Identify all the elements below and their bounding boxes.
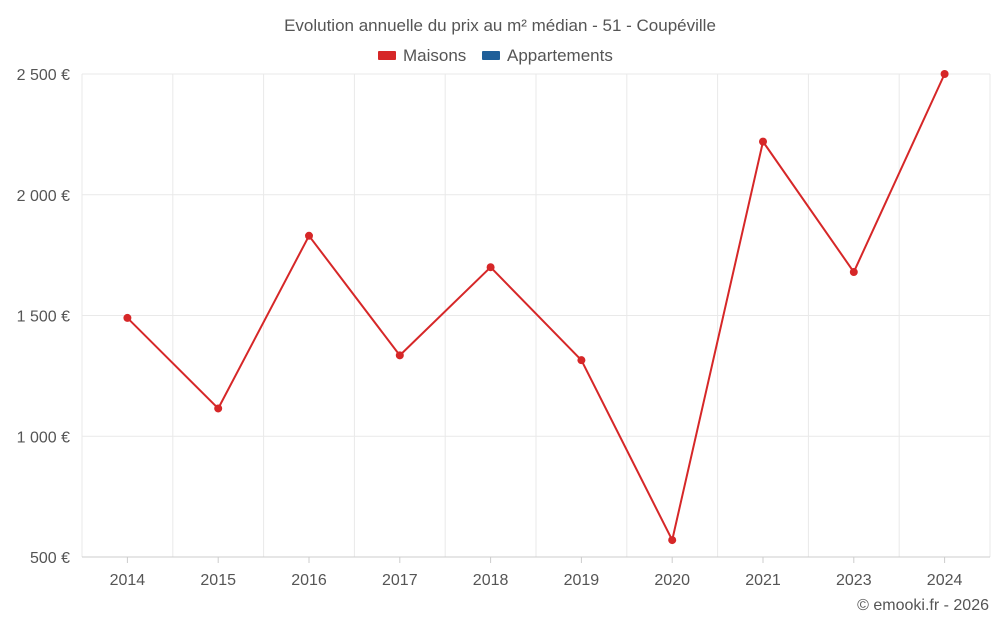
legend-item-appartements[interactable]: Appartements: [482, 46, 613, 65]
legend-label-maisons: Maisons: [403, 46, 466, 65]
data-point[interactable]: [214, 404, 223, 413]
y-tick-label: 500 €: [30, 550, 70, 567]
y-axis-labels: 500 € 1 000 € 1 500 € 2 000 € 2 500 €: [17, 67, 70, 567]
y-tick-label: 1 000 €: [17, 429, 70, 446]
legend-item-maisons[interactable]: Maisons: [378, 46, 466, 65]
x-tick-label: 2020: [654, 572, 690, 589]
x-tick-label: 2021: [745, 572, 781, 589]
chart-title: Evolution annuelle du prix au m² médian …: [284, 16, 716, 35]
x-axis-labels: 2014 2015 2016 2017 2018 2019 2020 2021 2023 2024: [110, 557, 963, 589]
legend-swatch-appartements: [482, 51, 500, 60]
data-point[interactable]: [668, 536, 677, 545]
data-point[interactable]: [940, 70, 949, 78]
x-tick-label: 2024: [927, 572, 963, 589]
data-point[interactable]: [123, 313, 132, 322]
y-tick-label: 2 500 €: [17, 67, 70, 84]
legend-swatch-maisons: [378, 51, 396, 60]
x-gridlines: [81, 74, 991, 557]
x-tick-label: 2017: [382, 572, 418, 589]
data-point[interactable]: [395, 351, 404, 360]
x-tick-label: 2016: [291, 572, 327, 589]
x-tick-label: 2023: [836, 572, 872, 589]
legend[interactable]: Maisons Appartements: [378, 46, 613, 65]
data-point[interactable]: [486, 263, 495, 272]
y-tick-label: 2 000 €: [17, 188, 70, 205]
x-tick-label: 2014: [110, 572, 146, 589]
credit-text: © emooki.fr - 2026: [857, 597, 989, 614]
x-tick-label: 2015: [200, 572, 236, 589]
x-tick-label: 2019: [564, 572, 600, 589]
series-layer: [123, 70, 949, 545]
data-point[interactable]: [577, 356, 586, 365]
data-point[interactable]: [305, 231, 313, 240]
legend-label-appartements: Appartements: [507, 46, 613, 65]
y-tick-label: 1 500 €: [17, 309, 70, 326]
series-line-maisons: [126, 73, 946, 542]
data-point[interactable]: [849, 268, 858, 277]
x-tick-label: 2018: [473, 572, 509, 589]
data-point[interactable]: [759, 137, 767, 146]
